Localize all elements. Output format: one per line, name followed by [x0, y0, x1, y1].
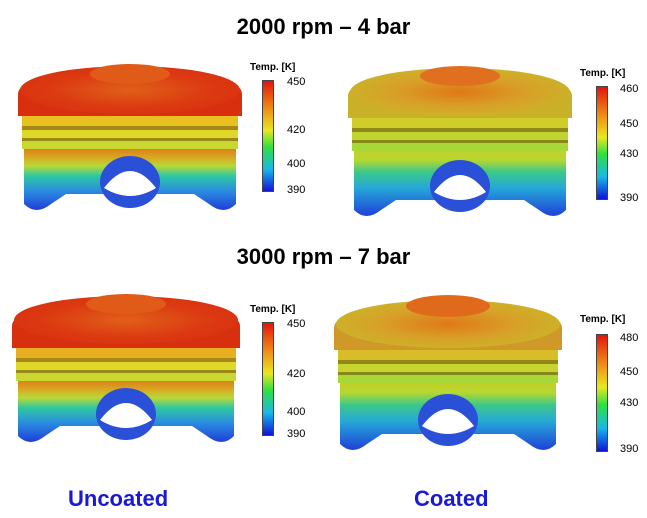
colorbar-r1-coated — [596, 86, 608, 200]
tick-r1-uncoated-3: 390 — [287, 184, 306, 196]
tick-r1-uncoated-2: 400 — [287, 158, 306, 170]
row1-title: 2000 rpm – 4 bar — [236, 14, 411, 39]
piston-uncoated-3000rpm — [12, 294, 240, 442]
tick-r1-uncoated-1: 420 — [287, 124, 306, 136]
tick-r2-coated-1: 450 — [620, 366, 639, 378]
tick-r1-coated-0: 460 — [620, 83, 639, 95]
colorbar-r2-uncoated — [262, 322, 274, 436]
tick-r1-coated-2: 430 — [620, 148, 639, 160]
tick-r1-coated-3: 390 — [620, 192, 639, 204]
legend-title-r1-uncoated: Temp. [K] — [250, 62, 296, 73]
tick-r2-uncoated-1: 420 — [287, 368, 306, 380]
piston-coated-3000rpm — [334, 295, 562, 450]
tick-r2-coated-3: 390 — [620, 443, 639, 455]
piston-uncoated-2000rpm — [18, 64, 242, 210]
legend-title-r2-uncoated: Temp. [K] — [250, 304, 296, 315]
colorbar-r2-coated — [596, 334, 608, 452]
piston-coated-2000rpm — [348, 66, 572, 216]
tick-r2-uncoated-2: 400 — [287, 406, 306, 418]
tick-r2-coated-0: 480 — [620, 332, 639, 344]
label-uncoated: Uncoated — [68, 486, 169, 511]
colorbar-r1-uncoated — [262, 80, 274, 192]
tick-r1-uncoated-0: 450 — [287, 76, 306, 88]
legend-title-r2-coated: Temp. [K] — [580, 314, 626, 325]
tick-r2-uncoated-3: 390 — [287, 428, 306, 440]
legend-title-r1-coated: Temp. [K] — [580, 68, 626, 79]
tick-r2-coated-2: 430 — [620, 397, 639, 409]
label-coated: Coated — [414, 486, 489, 511]
tick-r2-uncoated-0: 450 — [287, 318, 306, 330]
tick-r1-coated-1: 450 — [620, 118, 639, 130]
row2-title: 3000 rpm – 7 bar — [236, 244, 411, 269]
